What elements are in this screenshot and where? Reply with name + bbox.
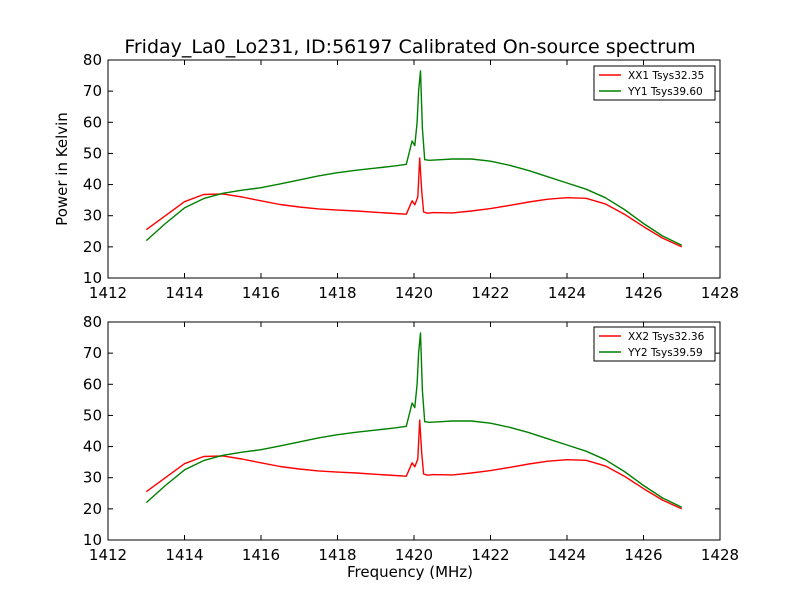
panel-1-x-tick-label: 1418 — [318, 284, 356, 302]
panel-1-x-tick-label: 1424 — [548, 284, 586, 302]
panel-1-y-tick-label: 70 — [83, 82, 102, 100]
panel-1-series-yy-line — [145, 70, 683, 246]
panel-2-legend-label-yy: YY2 Tsys39.59 — [627, 347, 703, 359]
panel-2-y-tick-label: 20 — [83, 500, 102, 518]
figure-title: Friday_La0_Lo231, ID:56197 Calibrated On… — [124, 36, 695, 58]
panel-2: 1412 1414 1416 1418 1420 1422 1424 1426 1428 10 20… — [83, 313, 739, 581]
panel-1-y-tick-label: 20 — [83, 238, 102, 256]
panel-2-x-tick-label: 1414 — [165, 546, 203, 564]
panel-2-legend: XX2 Tsys32.36 YY2 Tsys39.59 — [593, 326, 716, 362]
panel-2-legend-box — [593, 326, 716, 362]
panel-2-y-tick-label: 30 — [83, 469, 102, 487]
panel-1: 1412 1414 1416 1418 1420 1422 1424 1426 1428 10 20… — [53, 51, 739, 302]
panel-2-x-tick-label: 1418 — [318, 546, 356, 564]
panel-2-legend-label-xx: XX2 Tsys32.36 — [628, 331, 705, 343]
panel-2-x-tick-label: 1428 — [701, 546, 739, 564]
panel-2-y-tick-label: 50 — [83, 406, 102, 424]
panel-1-y-axis-label: Power in Kelvin — [53, 112, 71, 226]
panel-1-x-tick-label: 1422 — [471, 284, 509, 302]
panel-2-y-tick-label: 80 — [83, 313, 102, 331]
panel-2-x-tick-label: 1420 — [395, 546, 433, 564]
panel-1-legend-label-yy: YY1 Tsys39.60 — [627, 86, 703, 98]
panel-2-series-yy-line — [145, 332, 683, 508]
panel-2-y-tick-label: 70 — [83, 344, 102, 362]
panel-2-x-tick-label: 1412 — [89, 546, 127, 564]
panel-1-y-tick-label: 10 — [83, 269, 102, 287]
panel-1-x-tick-label: 1420 — [395, 284, 433, 302]
panel-1-legend-box — [593, 65, 716, 101]
panel-2-series-xx-line — [145, 419, 683, 510]
panel-1-legend-label-xx: XX1 Tsys32.35 — [628, 70, 704, 82]
panel-1-x-tick-label: 1412 — [89, 284, 127, 302]
panel-1-y-tick-label: 80 — [83, 51, 102, 69]
panel-2-y-tick-label: 40 — [83, 438, 102, 456]
panel-1-x-tick-label: 1428 — [701, 284, 739, 302]
panel-1-legend: XX1 Tsys32.35 YY1 Tsys39.60 — [593, 65, 716, 101]
panel-1-x-tick-label: 1414 — [165, 284, 203, 302]
panel-2-x-tick-label: 1424 — [548, 546, 586, 564]
panel-2-y-tick-label: 10 — [83, 531, 102, 549]
panel-2-x-tick-label: 1426 — [624, 546, 662, 564]
panel-1-x-tick-label: 1426 — [624, 284, 662, 302]
panel-1-y-tick-label: 50 — [83, 144, 102, 162]
panel-2-y-tick-label: 60 — [83, 375, 102, 393]
panel-1-series-xx-line — [145, 157, 683, 248]
panel-1-y-tick-label: 30 — [83, 207, 102, 225]
panel-1-x-tick-label: 1416 — [242, 284, 280, 302]
panel-2-x-tick-label: 1416 — [242, 546, 280, 564]
panel-1-y-tick-label: 40 — [83, 176, 102, 194]
panel-2-x-axis-label: Frequency (MHz) — [347, 563, 473, 581]
panel-1-y-tick-label: 60 — [83, 113, 102, 131]
panel-2-x-tick-label: 1422 — [471, 546, 509, 564]
